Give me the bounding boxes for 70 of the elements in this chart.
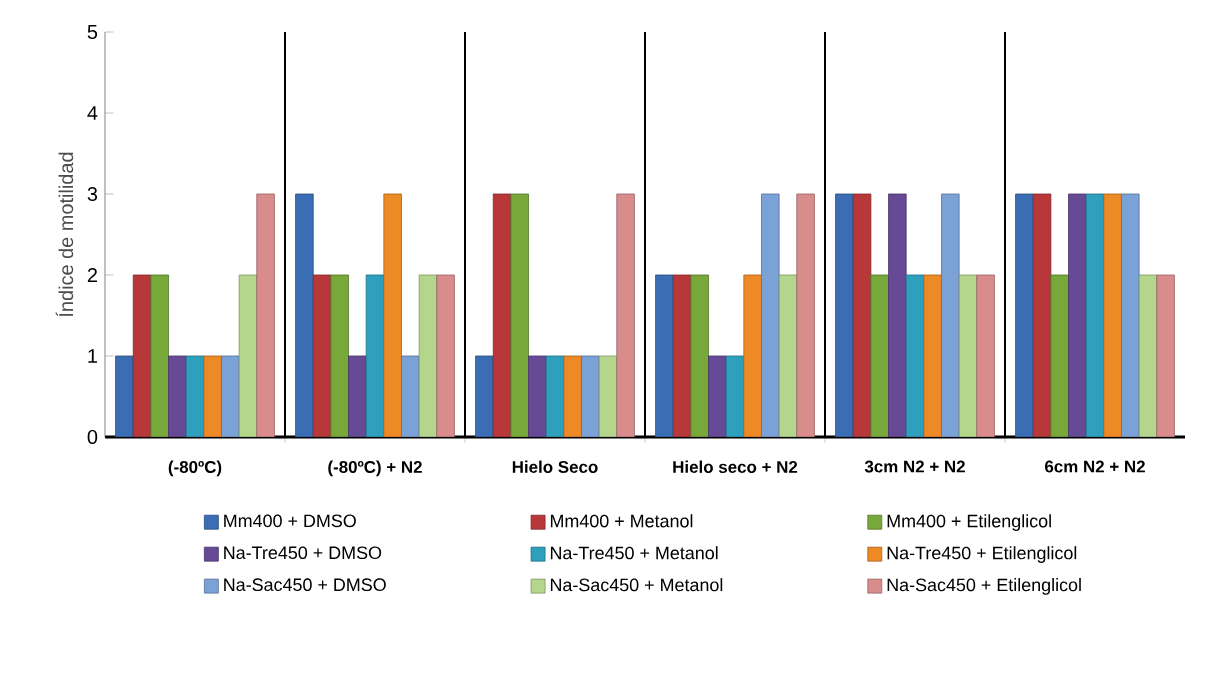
bar [852,193,872,437]
y-tick-label: 1 [88,349,97,363]
bar [923,274,942,437]
bar [708,355,727,437]
y-tick-label: 2 [87,268,97,282]
legend-label: Mm400 + Etilenglicol [887,514,1051,531]
bar [150,274,169,437]
bar [888,193,907,437]
bar [256,193,275,437]
bar [976,274,995,437]
bar [436,274,455,437]
bar [796,193,815,437]
bar [383,193,402,437]
bar [835,193,854,437]
legend-label: Na-Tre450 + DMSO [224,546,382,560]
x-tick-label: Hielo seco + N2 [673,460,798,473]
y-tick-label: 5 [87,25,98,39]
legend-label: Na-Sac450 + DMSO [224,578,386,592]
bar [312,274,332,437]
bar [778,274,798,437]
y-tick-label: 3 [87,186,98,202]
x-tick-label: 6cm N2 + N2 [1045,460,1145,473]
y-tick-label: 0 [87,429,98,445]
y-axis-title: Índice de motilidad [55,152,74,317]
bar [510,193,529,437]
legend-label: Na-Tre450 + Etilenglicol [887,546,1077,563]
bar [115,355,134,437]
bar [475,355,494,437]
bar [1015,193,1034,437]
legend-label: Na-Sac450 + Metanol [550,578,723,592]
bar [870,274,889,437]
y-tick-label: 4 [87,106,98,120]
bar [295,193,314,437]
bar [1138,274,1158,437]
bar [365,274,385,437]
x-tick-label: (-80ºC) [168,460,222,477]
bar [528,355,547,437]
bar [168,355,187,437]
bar [1032,193,1052,437]
bar [132,274,152,437]
bar [743,274,762,437]
bar [1103,193,1122,437]
legend-label: Na-Tre450 + Metanol [550,546,718,560]
bar [1050,274,1069,437]
bar [905,274,925,437]
x-tick-label: (-80ºC) + N2 [328,460,422,477]
bar [1085,193,1105,437]
x-tick-label: 3cm N2 + N2 [864,460,965,473]
bar [761,193,780,437]
bar [348,355,367,437]
legend-label: Mm400 + Metanol [550,514,693,528]
legend-label: Na-Sac450 + Etilenglicol [887,578,1081,595]
bar [655,274,674,437]
bar [672,274,692,437]
bar [492,193,512,437]
bar [330,274,349,437]
bar [941,193,960,437]
legend-label: Mm400 + DMSO [224,514,356,528]
bar [1121,193,1140,437]
bar [418,274,438,437]
bar [238,274,258,437]
bar [616,193,635,437]
bar [1156,274,1175,437]
bar [958,274,978,437]
bar [598,355,618,437]
bar [1068,193,1087,437]
bar [563,355,582,437]
x-tick-label: Hielo Seco [512,460,598,473]
bar [690,274,709,437]
bar [203,355,222,437]
